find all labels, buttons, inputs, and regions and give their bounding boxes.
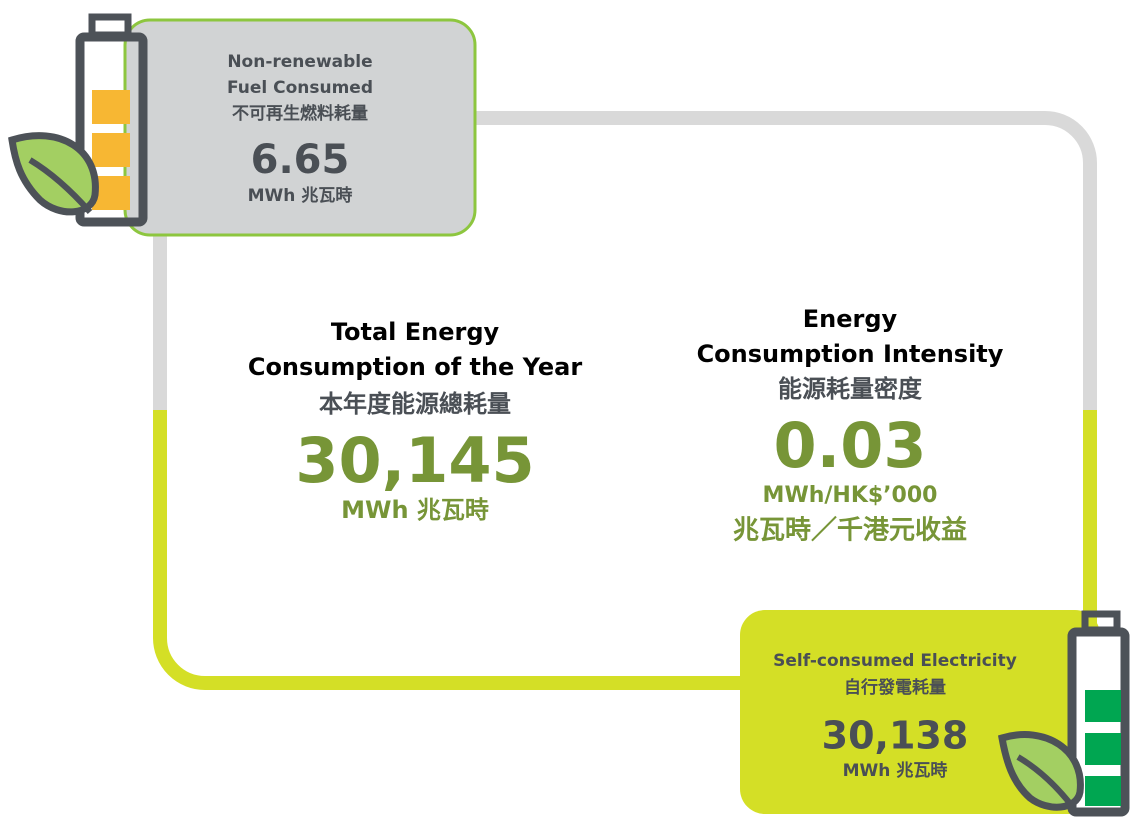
electricity-title: Self-consumed Electricity [773, 651, 1017, 671]
total-title-zh: 本年度能源總耗量 [319, 390, 511, 418]
intensity-unit: MWh/HK$’000 [763, 483, 938, 508]
battery-cell [1085, 733, 1121, 765]
fuel-title-zh: 不可再生燃料耗量 [232, 103, 368, 124]
intensity-unit-zh: 兆瓦時／千港元收益 [733, 516, 967, 546]
battery-cap [88, 13, 132, 39]
intensity-title-zh: 能源耗量密度 [778, 375, 923, 403]
fuel-title: Fuel Consumed [227, 78, 373, 98]
total-title: Consumption of the Year [248, 353, 583, 381]
intensity-value: 0.03 [774, 409, 927, 482]
intensity-title: Energy [803, 305, 898, 333]
leaf-vein [1016, 754, 1075, 808]
battery-cell [92, 90, 130, 124]
battery-cell [92, 133, 130, 167]
electricity-unit: MWh 兆瓦時 [843, 760, 948, 781]
fuel-title: Non-renewable [227, 52, 372, 72]
total-value: 30,145 [295, 424, 534, 497]
fuel-value: 6.65 [251, 137, 350, 183]
battery-cell [1085, 690, 1121, 722]
total-unit: MWh 兆瓦時 [341, 496, 489, 524]
electricity-value: 30,138 [822, 714, 969, 758]
battery [75, 32, 148, 227]
battery-cell [1085, 776, 1121, 806]
leaf-vein [28, 157, 93, 214]
electricity-title-zh: 自行發電耗量 [844, 677, 946, 698]
intensity-title: Consumption Intensity [697, 340, 1004, 368]
fuel-box [123, 18, 477, 237]
fuel-unit: MWh 兆瓦時 [248, 185, 353, 206]
total-title: Total Energy [331, 318, 500, 346]
